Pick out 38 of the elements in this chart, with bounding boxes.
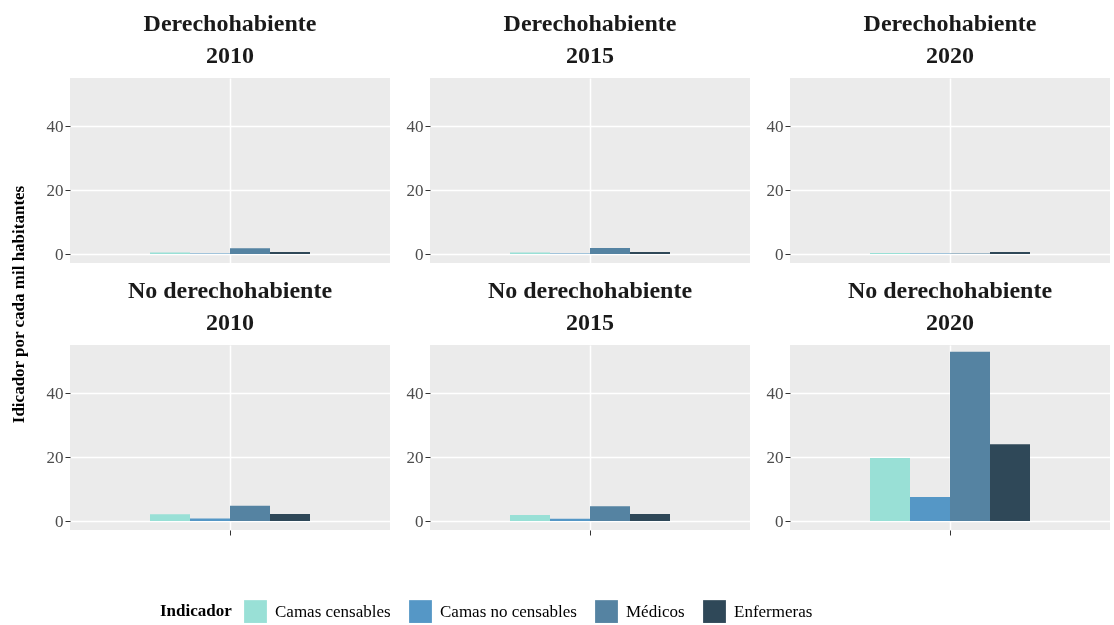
bar bbox=[230, 505, 270, 522]
legend-label: Enfermeras bbox=[734, 601, 813, 621]
y-tick-label: 20 bbox=[406, 447, 424, 467]
legend-label: Médicos bbox=[626, 601, 685, 621]
y-tick-label: 20 bbox=[46, 447, 64, 467]
chart-title: Derechohabiente 2015 bbox=[503, 10, 677, 68]
y-tick-label: 40 bbox=[766, 116, 784, 136]
bar bbox=[910, 497, 950, 522]
chart-title: Derechohabiente 2010 bbox=[143, 10, 317, 68]
y-tick-label: 0 bbox=[55, 244, 64, 264]
y-axis-title: Idicador por cada mil habitantes bbox=[8, 185, 28, 424]
y-tick-label: 40 bbox=[46, 116, 64, 136]
y-tick-label: 0 bbox=[775, 511, 784, 531]
legend-label: Camas censables bbox=[275, 601, 391, 621]
bar bbox=[870, 457, 910, 522]
y-tick-label: 0 bbox=[775, 244, 784, 264]
y-tick-label: 20 bbox=[46, 180, 64, 200]
y-tick-label: 40 bbox=[406, 116, 424, 136]
bar bbox=[950, 351, 990, 522]
y-tick-label: 0 bbox=[55, 511, 64, 531]
chart-title: No derechohabiente 2015 bbox=[487, 277, 693, 335]
chart-title: No derechohabiente 2010 bbox=[127, 277, 333, 335]
bar bbox=[990, 444, 1030, 522]
y-tick-label: 0 bbox=[415, 244, 424, 264]
chart-title: Derechohabiente 2020 bbox=[863, 10, 1037, 68]
y-tick-label: 20 bbox=[766, 447, 784, 467]
y-tick-label: 40 bbox=[46, 383, 64, 403]
bar bbox=[190, 518, 230, 522]
y-tick-label: 0 bbox=[415, 511, 424, 531]
y-tick-label: 40 bbox=[406, 383, 424, 403]
legend-label: Camas no censables bbox=[440, 601, 577, 621]
y-tick-label: 20 bbox=[766, 180, 784, 200]
chart-title: No derechohabiente 2020 bbox=[847, 277, 1053, 335]
bar bbox=[270, 514, 310, 522]
y-tick-label: 20 bbox=[406, 180, 424, 200]
bar bbox=[150, 514, 190, 522]
legend-title: Indicador bbox=[160, 601, 233, 620]
y-tick-label: 40 bbox=[766, 383, 784, 403]
